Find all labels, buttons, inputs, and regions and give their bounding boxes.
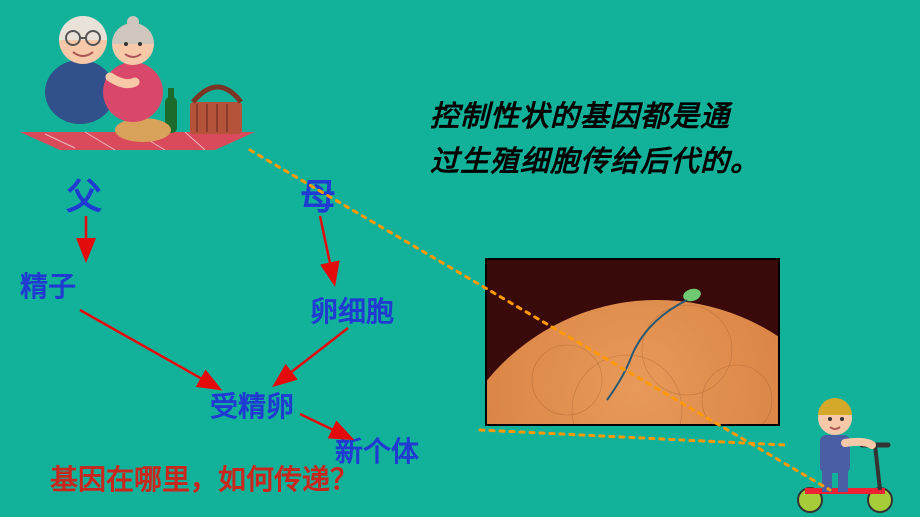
question-text: 基因在哪里，如何传递？ — [50, 458, 358, 498]
child-illustration — [780, 385, 915, 515]
headline-l2-suffix: 传给后代的。 — [580, 146, 760, 178]
headline-text: 控制性状的基因都是通 过生殖细胞传给后代的。 — [430, 95, 760, 185]
headline-l2-prefix: 过 — [430, 146, 460, 178]
headline-l1-emph: 基因 — [580, 101, 640, 133]
grandparents-illustration — [15, 2, 260, 152]
label-mother: 母 — [300, 168, 336, 220]
headline-l2-emph: 生殖细胞 — [460, 146, 580, 178]
label-zygote: 受精卵 — [210, 385, 294, 425]
label-father: 父 — [66, 168, 102, 220]
headline-l1-suffix: 都是通 — [640, 101, 730, 133]
headline-l1-prefix: 控制性状的 — [430, 101, 580, 133]
label-sperm: 精子 — [20, 265, 76, 305]
label-egg-cell: 卵细胞 — [310, 290, 394, 330]
egg-sperm-photo — [485, 258, 780, 426]
